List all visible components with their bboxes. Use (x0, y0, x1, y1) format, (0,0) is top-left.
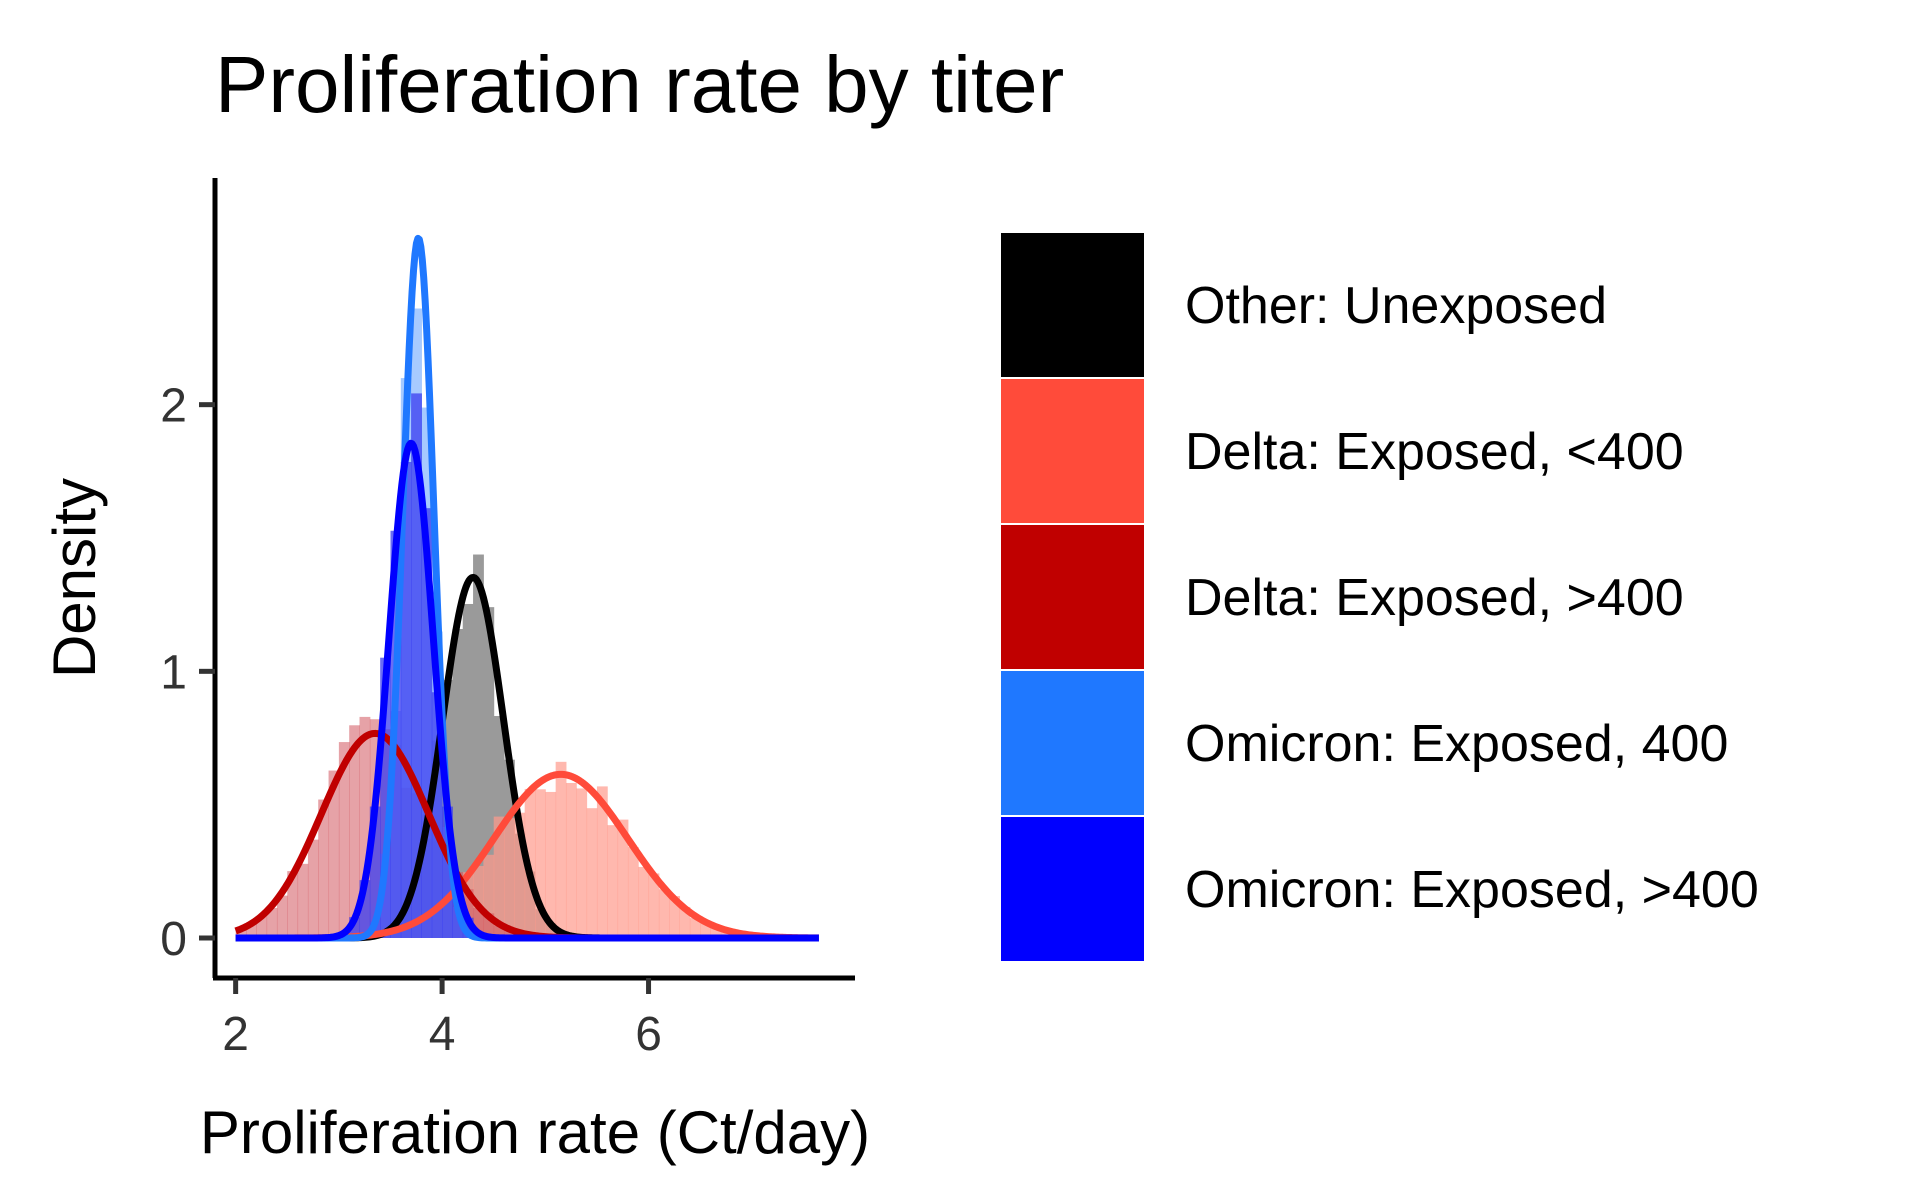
histogram-bar (421, 508, 433, 938)
x-axis-title: Proliferation rate (Ct/day) (200, 1099, 870, 1166)
density-curve-4 (233, 439, 821, 942)
histogram-bar (700, 923, 711, 938)
histogram-bar (307, 839, 319, 938)
histogram-bar (493, 925, 505, 938)
histogram-bar (266, 907, 278, 938)
histogram-bar (617, 819, 629, 938)
legend-label-1: Delta: Exposed, <400 (1185, 423, 1684, 481)
histogram-bar (338, 742, 350, 938)
histogram-bar (555, 761, 567, 938)
legend-label-3: Omicron: Exposed, 400 (1185, 715, 1728, 773)
x-tick-label: 6 (635, 1008, 662, 1061)
histogram-bar (565, 782, 577, 938)
histogram-bar (359, 716, 371, 938)
histogram-bar (483, 913, 495, 938)
histogram-bar (235, 928, 247, 938)
legend-key-3 (999, 669, 1146, 817)
x-tick-label: 4 (429, 1008, 456, 1061)
histogram-bar (627, 847, 639, 938)
histogram-bar (473, 554, 484, 938)
histogram-bar (328, 770, 340, 938)
histogram-bar (473, 907, 484, 938)
legend-label-0: Other: Unexposed (1185, 277, 1607, 335)
histogram-bar (576, 788, 588, 938)
y-tick-label: 1 (160, 646, 187, 699)
histogram-bar (369, 806, 381, 938)
histogram-bar (431, 692, 443, 938)
histogram-bar (462, 603, 474, 938)
histogram-bar (442, 806, 453, 938)
histogram-bar (586, 808, 598, 938)
histogram-bar (648, 873, 660, 938)
histogram-bar (318, 799, 330, 938)
histogram-bar (380, 657, 391, 938)
histogram-bar (411, 393, 422, 938)
legend-key-2 (999, 523, 1146, 671)
histogram-bar (607, 825, 619, 938)
histogram-bar (349, 917, 361, 938)
histogram-bar (349, 725, 361, 938)
histogram-bar (669, 896, 681, 938)
chart-title: Proliferation rate by titer (215, 40, 1064, 129)
histogram-bar (638, 866, 650, 938)
legend-key-0 (999, 231, 1146, 379)
histogram-bar (504, 818, 515, 938)
legend: Other: Unexposed Delta: Exposed, <400 Delt… (999, 231, 1759, 963)
histogram-bar (679, 906, 691, 938)
histogram-bar (596, 786, 608, 938)
histogram-bar (287, 871, 299, 938)
legend-label-4: Omicron: Exposed, >400 (1185, 861, 1759, 919)
histogram-bar (359, 880, 371, 938)
histogram-bar (720, 930, 732, 938)
axes: 2 4 6 0 1 2 (160, 178, 855, 1061)
y-axis-title: Density (41, 478, 108, 678)
histogram-bar (276, 895, 288, 938)
histogram-bar (483, 607, 495, 938)
histogram-bar (658, 889, 670, 938)
histogram-bar (493, 816, 505, 938)
histogram-bar (400, 461, 412, 938)
y-tick-label: 2 (160, 380, 187, 433)
legend-key-1 (999, 377, 1146, 525)
histogram-bar (483, 854, 495, 938)
histogram-bar (514, 812, 526, 938)
legend-key-4 (999, 815, 1146, 963)
plot-area (233, 234, 821, 942)
histogram-bar (545, 791, 557, 938)
histogram-bar (710, 926, 722, 938)
histogram-bar (462, 917, 474, 938)
histogram-bar (689, 918, 701, 938)
histogram-bar (245, 923, 257, 938)
histogram-bar (256, 916, 268, 938)
x-tick-label: 2 (222, 1008, 249, 1061)
histogram-bar (504, 929, 515, 938)
histogram-bar (297, 863, 309, 938)
histogram-bar (452, 629, 464, 938)
y-tick-label: 0 (160, 913, 187, 966)
legend-label-2: Delta: Exposed, >400 (1185, 569, 1684, 627)
histogram-bar (535, 789, 546, 938)
